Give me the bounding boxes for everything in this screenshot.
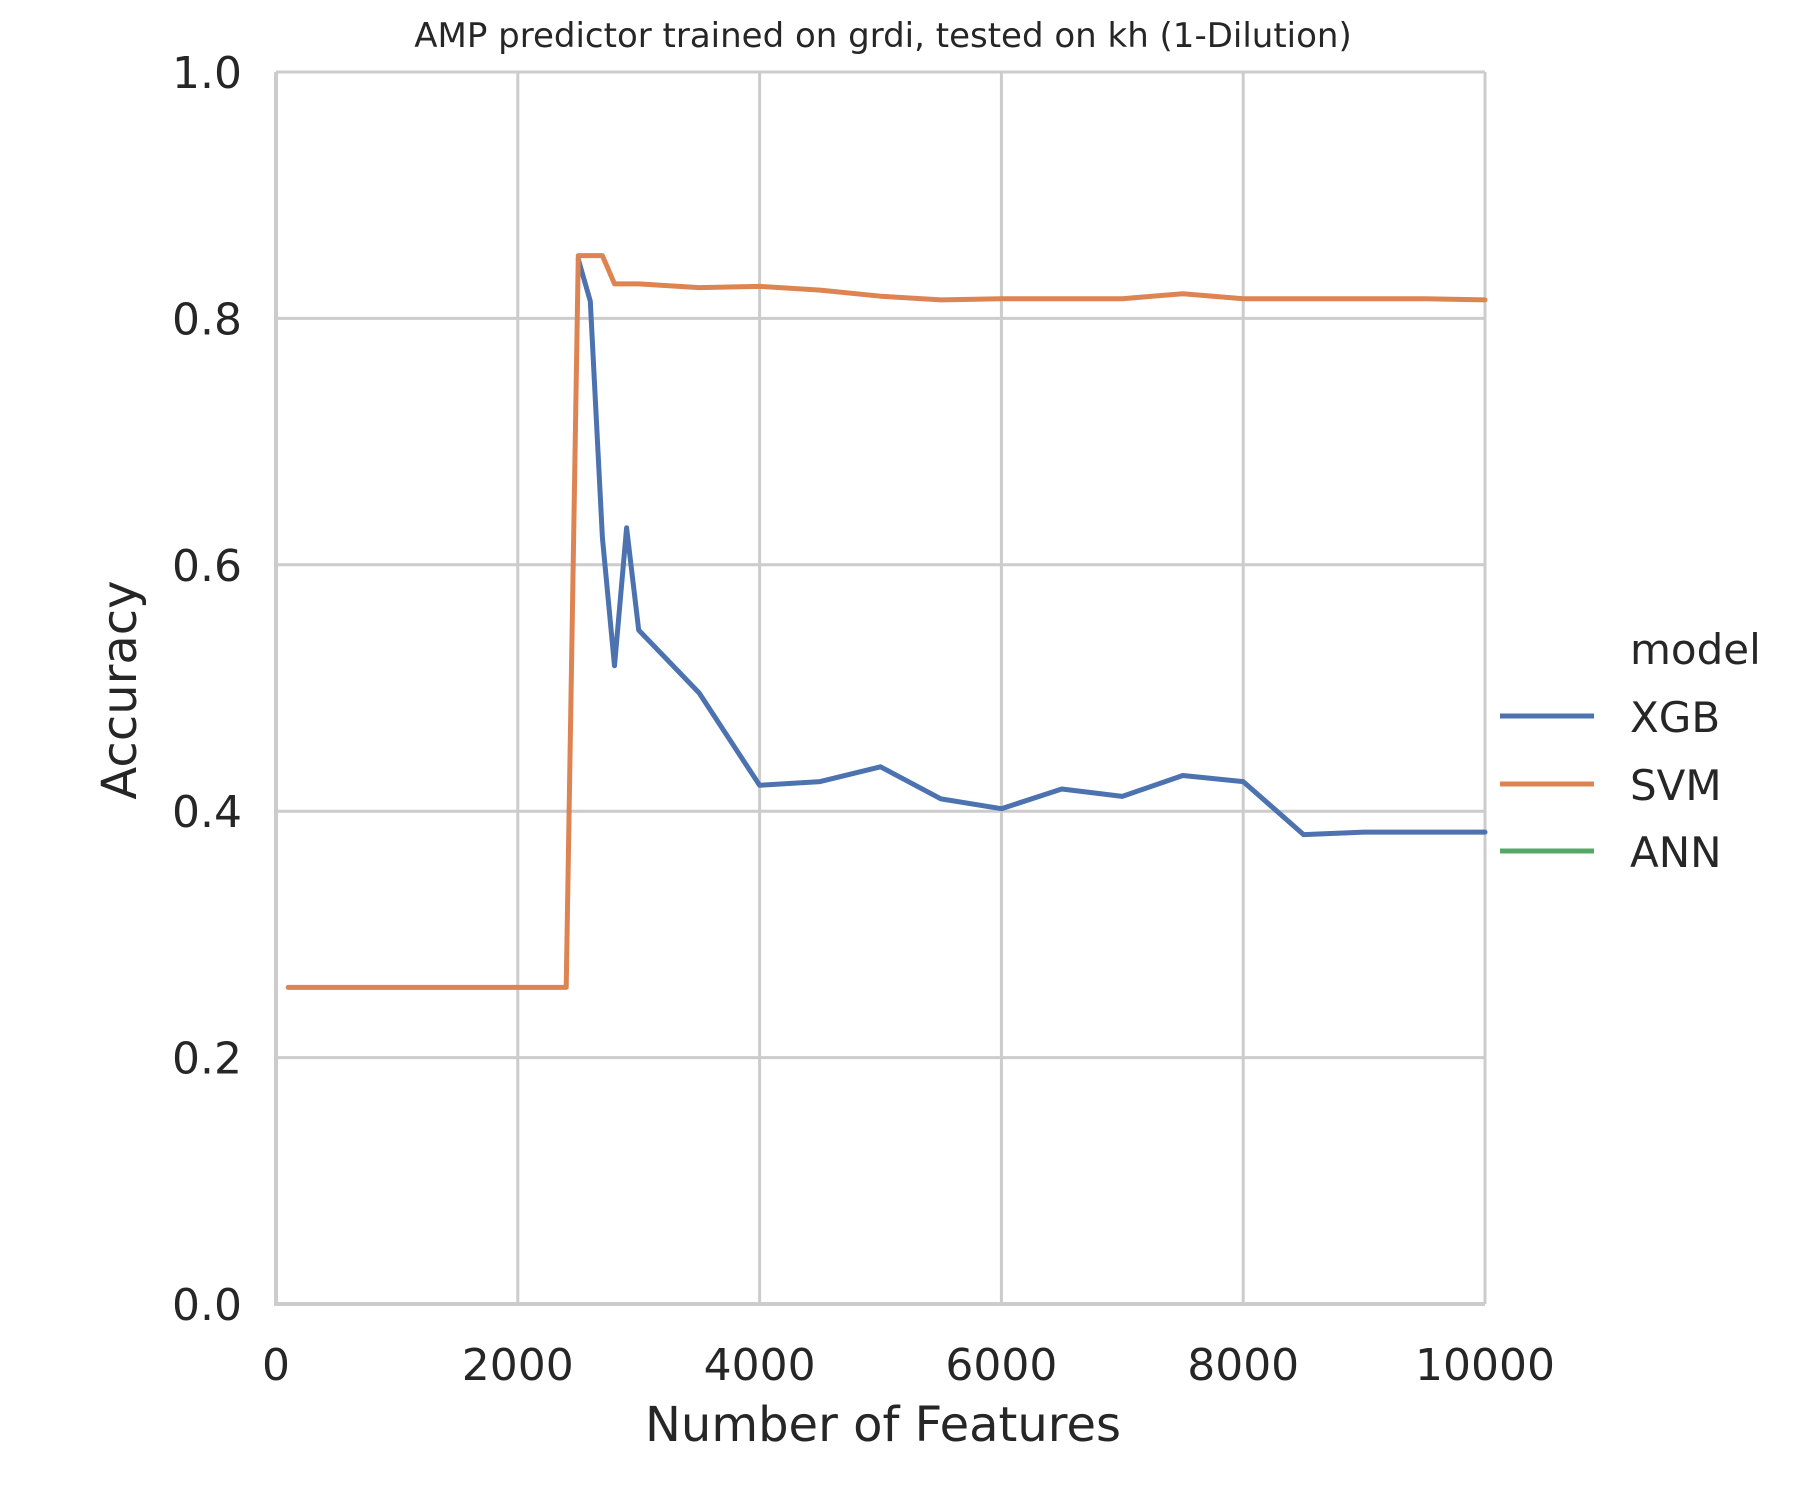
tick-labels: 0 2000 4000 6000 8000 10000 0.0 0.2 0.4 0.6 0.8 1.0 xyxy=(172,48,1555,1391)
legend: model XGB SVM ANN xyxy=(1500,625,1761,877)
x-tick-label: 4000 xyxy=(704,1340,816,1391)
grid-lines xyxy=(274,70,1487,1306)
legend-label-ann: ANN xyxy=(1630,828,1722,877)
legend-label-svm: SVM xyxy=(1630,761,1722,810)
x-axis-label: Number of Features xyxy=(645,1397,1121,1453)
x-tick-label: 6000 xyxy=(945,1340,1057,1391)
axes xyxy=(274,72,1485,1306)
y-tick-label: 0.8 xyxy=(172,294,242,345)
y-tick-label: 0.0 xyxy=(172,1280,242,1331)
legend-title: model xyxy=(1630,625,1761,674)
series-line-svm xyxy=(285,253,1488,990)
x-tick-label: 8000 xyxy=(1187,1340,1299,1391)
series-line-xgb xyxy=(575,256,1488,838)
y-axis-label: Accuracy xyxy=(92,580,148,799)
legend-label-xgb: XGB xyxy=(1630,693,1720,742)
y-tick-label: 0.6 xyxy=(172,541,242,592)
y-tick-label: 1.0 xyxy=(172,48,242,99)
x-tick-label: 10000 xyxy=(1415,1340,1555,1391)
x-tick-label: 0 xyxy=(262,1340,290,1391)
y-tick-label: 0.4 xyxy=(172,787,242,838)
series-lines xyxy=(285,253,1488,990)
y-tick-label: 0.2 xyxy=(172,1034,242,1085)
x-tick-label: 2000 xyxy=(462,1340,574,1391)
chart-title: AMP predictor trained on grdi, tested on… xyxy=(414,16,1351,56)
